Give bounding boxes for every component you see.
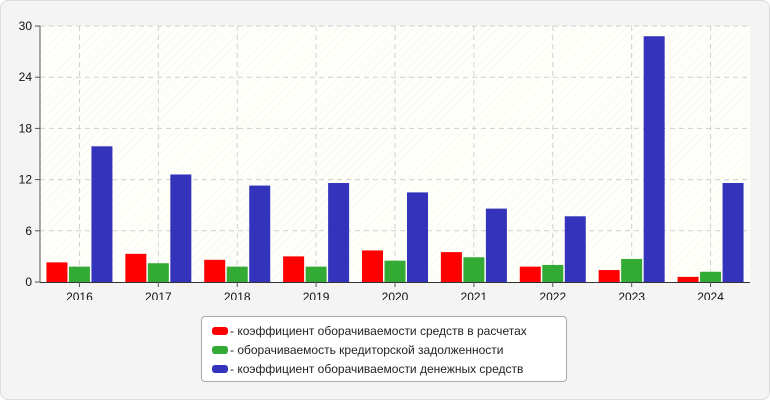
bar-2018-s3 — [249, 185, 271, 282]
y-tick-labels: 0 6 12 18 24 30 — [19, 19, 33, 289]
bar-2024-s1 — [677, 276, 699, 282]
bar-2016-s3 — [91, 146, 113, 282]
x-tick-label: 2018 — [224, 290, 251, 300]
x-tick-label: 2021 — [461, 290, 488, 300]
x-tick-label: 2019 — [303, 290, 330, 300]
x-tick-label: 2017 — [145, 290, 172, 300]
y-tick-label: 0 — [25, 275, 32, 289]
legend-swatch — [212, 364, 228, 373]
legend-item: - коэффициент оборачиваемости средств в … — [212, 322, 566, 341]
grid-lines — [40, 25, 750, 282]
bar-2020-s3 — [407, 192, 428, 282]
bar-2023-s3 — [643, 36, 665, 282]
bar-2017-s1 — [125, 253, 147, 282]
bar-2024-s2 — [700, 271, 722, 282]
y-tick-label: 24 — [19, 70, 33, 84]
legend-swatch — [212, 326, 228, 335]
bar-2023-s2 — [621, 258, 643, 282]
bar-2024-s3 — [722, 183, 744, 282]
x-tick-label: 2022 — [539, 290, 566, 300]
legend-label: - оборачиваемость кредиторской задолженн… — [230, 343, 504, 357]
bar-2016-s2 — [68, 266, 90, 282]
axes — [35, 25, 750, 287]
bar-2022-s2 — [542, 264, 564, 282]
bar-2021-s3 — [485, 208, 507, 282]
bar-2019-s1 — [283, 256, 305, 282]
bar-2018-s2 — [226, 266, 248, 282]
y-tick-label: 6 — [25, 224, 32, 238]
legend-item: - коэффициент оборачиваемости денежных с… — [212, 360, 566, 379]
bar-2020-s2 — [384, 260, 406, 282]
x-tick-label: 2024 — [697, 290, 724, 300]
bar-2023-s1 — [598, 270, 620, 282]
legend-item: - оборачиваемость кредиторской задолженн… — [212, 341, 566, 360]
bar-2017-s3 — [170, 174, 192, 282]
bar-2021-s2 — [463, 257, 485, 282]
bar-2021-s1 — [440, 252, 462, 282]
bar-2016-s1 — [46, 262, 68, 282]
x-tick-label: 2023 — [618, 290, 645, 300]
legend-label: - коэффициент оборачиваемости денежных с… — [230, 362, 524, 376]
bars — [46, 36, 744, 282]
legend-label: - коэффициент оборачиваемости средств в … — [230, 324, 527, 338]
x-tick-labels: 2016 2017 2018 2019 2020 2021 2022 2023 2024 — [66, 290, 724, 300]
legend-swatch — [212, 345, 228, 354]
bar-2019-s2 — [305, 266, 327, 282]
bar-2019-s3 — [328, 183, 350, 282]
y-tick-label: 12 — [19, 173, 33, 187]
y-tick-label: 18 — [19, 121, 33, 135]
bar-2022-s3 — [564, 216, 586, 282]
x-tick-label: 2016 — [66, 290, 93, 300]
y-tick-label: 30 — [19, 19, 33, 33]
x-tick-label: 2020 — [382, 290, 409, 300]
legend: - коэффициент оборачиваемости средств в … — [201, 316, 567, 382]
bar-2022-s1 — [519, 266, 541, 282]
bar-2017-s2 — [147, 263, 169, 282]
bar-2018-s1 — [204, 259, 226, 282]
bar-2020-s1 — [362, 250, 383, 282]
